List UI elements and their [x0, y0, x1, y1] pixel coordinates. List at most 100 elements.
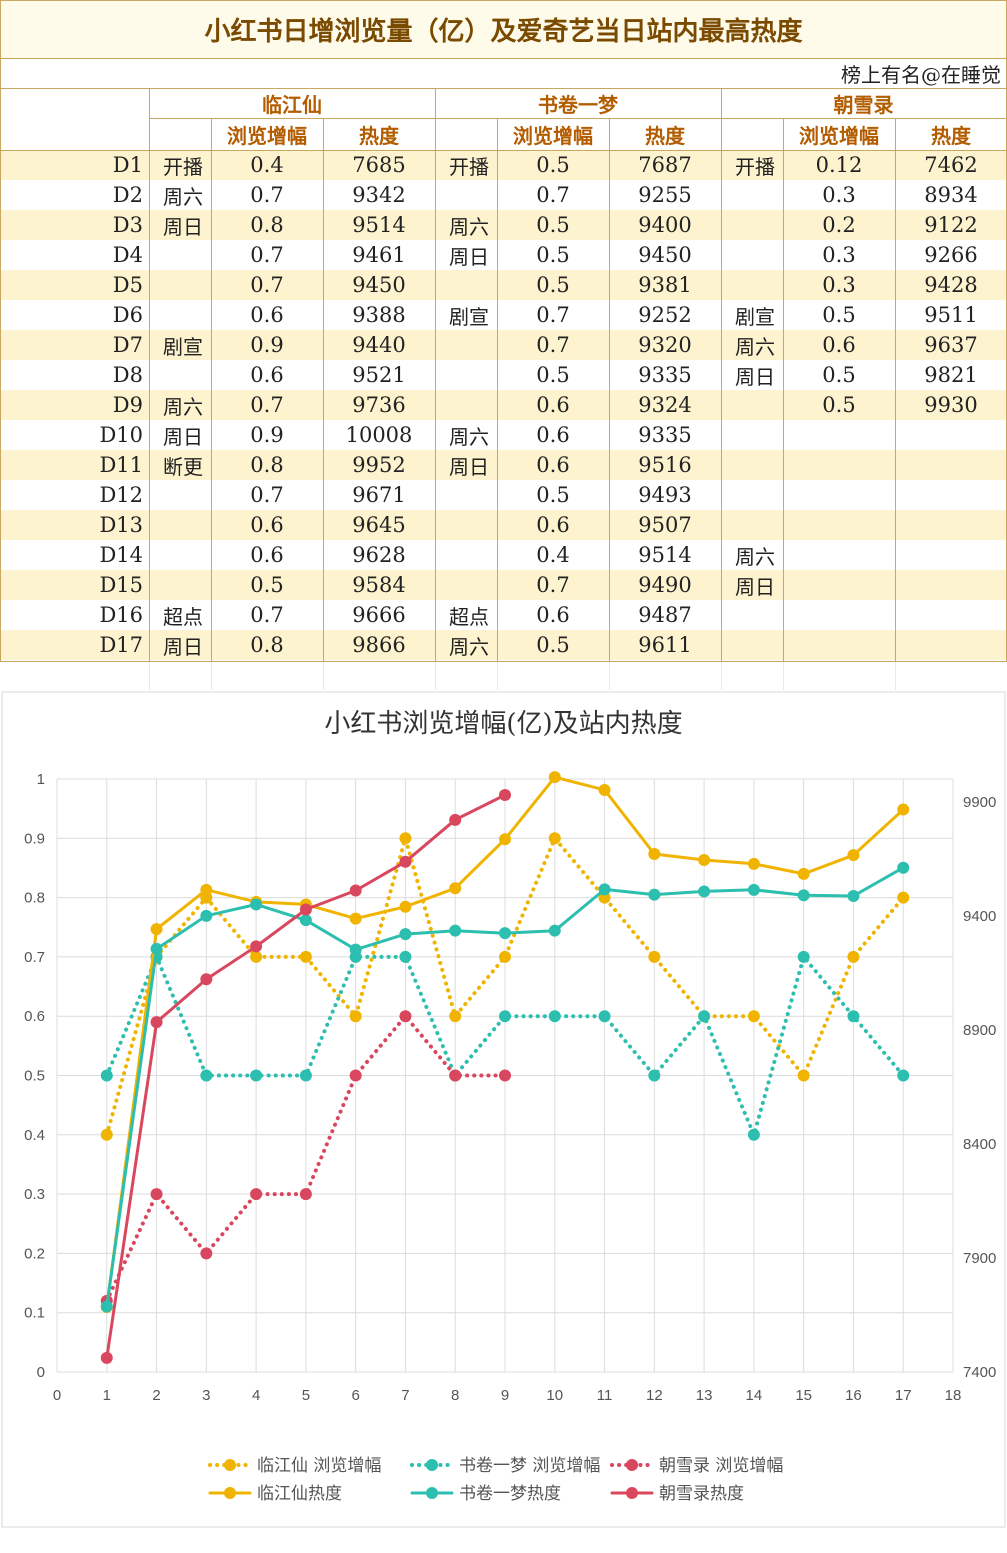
table-vline-inner: [497, 118, 498, 662]
heat-value: [895, 420, 1007, 450]
data-point: [399, 928, 412, 941]
y-right-tick-label: 7900: [963, 1250, 996, 1267]
y-left-tick-label: 0.9: [24, 830, 45, 847]
views-value: 0.3: [822, 243, 856, 267]
row-stripe: [0, 210, 1007, 240]
views-value: 0.5: [536, 153, 570, 177]
show-name-header: 朝雪录: [833, 92, 894, 117]
event-note: 超点: [449, 604, 489, 629]
views-value: [783, 630, 895, 660]
data-point: [299, 950, 312, 963]
table-hline: [0, 88, 1007, 89]
data-point: [499, 1010, 511, 1023]
day-label: D17: [99, 633, 143, 657]
data-point: [200, 973, 213, 986]
event-note: 周六: [163, 394, 203, 419]
data-point: [250, 1188, 263, 1201]
data-point: [797, 950, 810, 963]
heat-value: 9335: [638, 363, 692, 387]
heat-value: [895, 540, 1007, 570]
data-point: [499, 950, 511, 963]
row-stripe: [0, 390, 1007, 420]
legend-label: 临江仙热度: [257, 1484, 342, 1504]
x-tick-label: 6: [351, 1387, 359, 1404]
views-value: 0.8: [250, 213, 284, 237]
event-note: [721, 480, 783, 510]
event-note: 周六: [735, 334, 775, 359]
heat-value: 9666: [352, 603, 406, 627]
views-value: 0.3: [822, 183, 856, 207]
event-note: 周日: [449, 454, 489, 479]
heat-value: 9507: [638, 513, 692, 537]
heat-value: 9335: [638, 423, 692, 447]
views-value: [783, 600, 895, 630]
data-point: [449, 1069, 462, 1082]
data-point: [200, 1247, 213, 1260]
data-point: [150, 923, 163, 936]
x-tick-label: 12: [646, 1387, 663, 1404]
views-value: 0.6: [536, 393, 570, 417]
data-point: [299, 1188, 312, 1201]
data-point: [648, 1069, 661, 1082]
y-left-tick-label: 0.6: [24, 1008, 45, 1025]
heat-value: 9930: [924, 393, 978, 417]
x-tick-label: 5: [302, 1387, 310, 1404]
day-label: D12: [99, 483, 143, 507]
legend-swatch-marker: [426, 1487, 438, 1499]
row-stripe: [0, 630, 1007, 660]
sheet-gridline: [783, 662, 784, 690]
data-point: [499, 788, 511, 801]
data-point: [349, 943, 362, 956]
event-note: 周日: [163, 424, 203, 449]
data-point: [449, 882, 462, 895]
event-note: [149, 510, 211, 540]
data-point: [847, 950, 860, 963]
event-note: 周日: [449, 244, 489, 269]
views-value: 0.6: [536, 603, 570, 627]
views-value: 0.7: [250, 243, 284, 267]
table-vline: [0, 0, 1, 662]
title-band: [0, 0, 1007, 58]
y-left-tick-label: 0.1: [24, 1305, 45, 1322]
series-5: [100, 861, 910, 1313]
data-point: [847, 849, 860, 862]
day-label: D8: [112, 363, 143, 387]
views-value: 0.6: [250, 363, 284, 387]
heat-value: [895, 600, 1007, 630]
row-stripe: [0, 450, 1007, 480]
views-value: 0.8: [250, 633, 284, 657]
event-note: 周六: [735, 544, 775, 569]
data-point: [100, 1351, 113, 1364]
heat-value: 7685: [352, 153, 406, 177]
table-vline-inner: [211, 118, 212, 662]
data-point: [548, 771, 561, 784]
table-hline: [0, 150, 1007, 151]
heat-value: [895, 630, 1007, 660]
subheader-views: 浏览增幅: [227, 123, 307, 148]
sheet-gridline: [323, 662, 324, 690]
table-hline: [0, 58, 1007, 59]
data-point: [200, 883, 213, 896]
event-note: 周六: [449, 634, 489, 659]
views-value: 0.5: [822, 363, 856, 387]
legend-swatch-marker: [224, 1459, 236, 1471]
data-point: [648, 848, 661, 861]
x-tick-label: 14: [746, 1387, 763, 1404]
data-point: [598, 1010, 611, 1023]
legend-swatch-marker: [626, 1487, 638, 1499]
subheader-heat: 热度: [645, 123, 685, 148]
data-point: [150, 1016, 163, 1029]
event-note: [435, 390, 497, 420]
table-vline: [149, 88, 150, 662]
data-point: [747, 883, 760, 896]
data-point: [747, 857, 760, 870]
y-left-tick-label: 0: [37, 1364, 45, 1381]
event-note: 周六: [449, 424, 489, 449]
day-label: D15: [99, 573, 143, 597]
legend-item: 书卷一梦 浏览增幅: [410, 1456, 600, 1476]
data-point: [648, 888, 661, 901]
row-stripe: [0, 150, 1007, 180]
day-label: D2: [112, 183, 143, 207]
x-tick-label: 9: [501, 1387, 509, 1404]
data-point: [150, 1188, 163, 1201]
